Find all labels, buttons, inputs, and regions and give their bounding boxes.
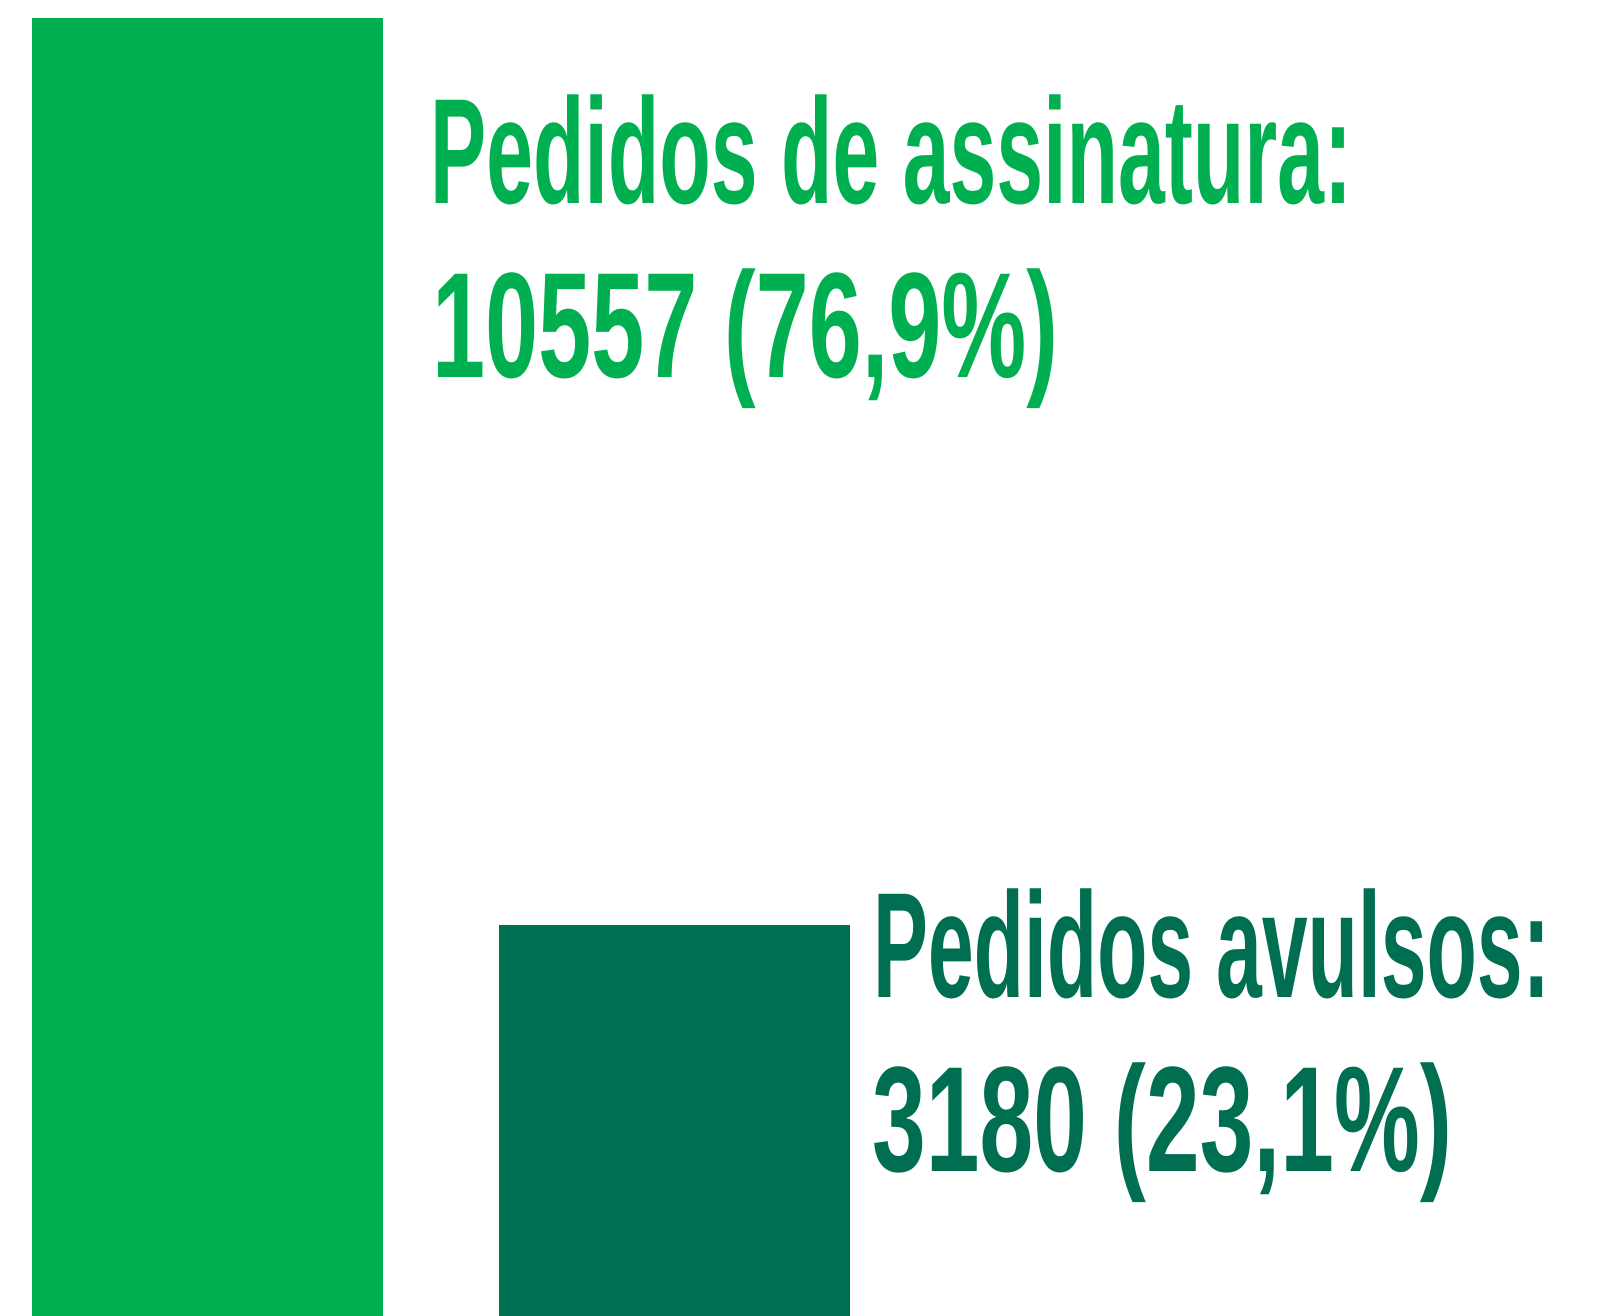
bar: [499, 925, 850, 1316]
value-label: 3180 (23,1%): [872, 1035, 1452, 1203]
category-label: Pedidos avulsos:: [873, 861, 1550, 1029]
bar: [32, 18, 383, 1316]
value-label: 10557 (76,9%): [432, 241, 1058, 409]
category-label: Pedidos de assinatura:: [430, 67, 1352, 235]
